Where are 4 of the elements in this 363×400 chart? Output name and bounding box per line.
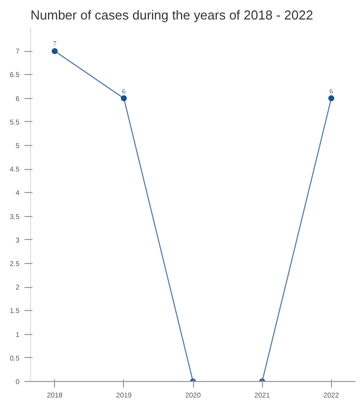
point [52,48,58,54]
point [328,95,334,102]
chart-title: Number of cases during the years of 2018 - 2022 [30,8,314,22]
point [120,95,127,102]
